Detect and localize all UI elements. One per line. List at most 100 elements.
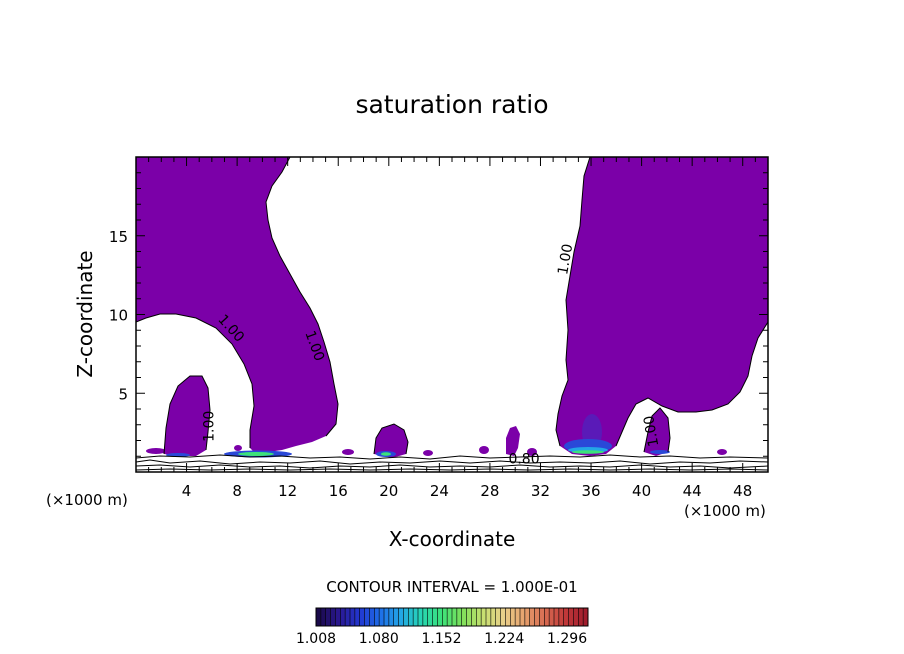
colorbar-swatch	[534, 608, 540, 626]
colorbar-swatch	[520, 608, 525, 626]
colorbar-swatch	[432, 608, 438, 626]
colorbar-swatch	[583, 608, 588, 626]
supersaturated-bubble-41km	[644, 408, 670, 456]
colorbar-swatch	[466, 608, 472, 626]
colorbar-swatch	[452, 608, 457, 626]
contour-label: 1.00	[555, 243, 576, 276]
colorbar-swatch	[350, 608, 355, 626]
y-tick-label: 15	[109, 228, 128, 246]
colorbar-swatch	[558, 608, 564, 626]
supersaturated-bubble-20km	[374, 424, 408, 458]
supersaturated-bubble-30km	[506, 426, 520, 456]
cloud-puff	[527, 448, 537, 456]
y-tick-label: 5	[118, 385, 128, 403]
contour-interval-text: CONTOUR INTERVAL = 1.000E-01	[326, 578, 577, 596]
colorbar-frame	[315, 607, 589, 627]
colorbar-swatch	[320, 608, 326, 626]
contour-line-1.00-bubble-41km	[643, 407, 671, 453]
colorbar-swatch	[461, 608, 467, 626]
colorbar-swatch	[515, 608, 520, 626]
x-tick-label: 32	[531, 482, 550, 500]
colorbar-swatch	[500, 608, 506, 626]
contour-line-boundary	[136, 459, 768, 465]
colorbar-swatch	[408, 608, 414, 626]
contour-line-1.00-left	[136, 157, 339, 448]
x-unit-label-left: (×1000 m)	[46, 491, 128, 509]
colorbar-swatch	[554, 608, 559, 626]
cloud-puff	[717, 449, 727, 455]
colorbar-swatch	[490, 608, 496, 626]
colorbar-swatch	[447, 608, 452, 626]
colorbar-swatch	[544, 608, 550, 626]
cloud-puff	[146, 448, 166, 454]
colorbar-swatch	[354, 608, 360, 626]
saturation-core	[650, 450, 670, 454]
colorbar-swatch	[505, 608, 511, 626]
x-tick-label: 8	[232, 482, 242, 500]
colorbar-swatch	[563, 608, 569, 626]
y-tick-label: 10	[109, 307, 128, 325]
plot-area: 1.00 1.001.001.001.000.80	[136, 157, 768, 471]
contour-line-1.00-right	[555, 157, 768, 447]
colorbar-swatch	[549, 608, 554, 626]
colorbar-swatch	[418, 608, 423, 626]
colorbar-swatch	[427, 608, 433, 626]
colorbar-swatch	[403, 608, 409, 626]
colorbar-swatch	[364, 608, 370, 626]
colorbar-swatch	[486, 608, 491, 626]
colorbar-swatch	[388, 608, 394, 626]
x-tick-label: 48	[733, 482, 752, 500]
y-axis: 5 10 15	[109, 172, 768, 457]
colorbar-swatch	[573, 608, 579, 626]
colorbar-swatch	[568, 608, 574, 626]
x-tick-label: 4	[182, 482, 192, 500]
colorbar-swatch	[325, 608, 331, 626]
colorbar-swatch	[524, 608, 530, 626]
colorbar-swatch	[539, 608, 545, 626]
contour-line-1.00-bubble-20km	[373, 423, 409, 455]
colorbar-tick-label: 1.296	[547, 631, 587, 647]
contour-label: 1.00	[201, 411, 217, 442]
colorbar-tick-label: 1.008	[296, 631, 336, 647]
supersaturated-region-left	[136, 157, 338, 454]
x-tick-label: 24	[430, 482, 449, 500]
colorbar-swatch	[369, 608, 375, 626]
contour-line-boundary	[136, 454, 768, 460]
colorbar-swatch	[529, 608, 535, 626]
colorbar-labels: 1.008 1.080 1.152 1.224 1.296	[296, 631, 587, 647]
saturation-core	[238, 452, 274, 456]
cloud-puff	[342, 449, 354, 455]
colorbar-swatch	[471, 608, 477, 626]
supersaturated-region-right	[556, 157, 768, 456]
colorbar-swatch	[481, 608, 486, 626]
colorbar-swatch	[398, 608, 404, 626]
y-axis-label: Z-coordinate	[73, 250, 97, 377]
colorbar-swatch	[510, 608, 516, 626]
x-tick-label: 28	[480, 482, 499, 500]
x-axis-label: X-coordinate	[389, 527, 516, 551]
colorbar-swatch	[335, 608, 341, 626]
colorbar-swatch	[374, 608, 380, 626]
colorbar-swatch	[578, 608, 584, 626]
x-tick-label: 20	[379, 482, 398, 500]
saturation-core	[572, 450, 604, 454]
colorbar-swatch	[340, 608, 346, 626]
cloud-puff	[423, 450, 433, 456]
contour-label: 0.80	[508, 451, 539, 467]
contour-line-0.80	[136, 464, 768, 469]
x-axis: 4 8 12 16 20 24 28 32 36 40 44 48	[148, 157, 756, 500]
colorbar-swatch	[359, 608, 365, 626]
x-tick-label: 44	[683, 482, 702, 500]
colorbar-swatch	[316, 608, 321, 626]
colorbar-swatch	[384, 608, 389, 626]
contour-line-1.00-bubble	[163, 375, 211, 455]
contour-labels: 1.00 1.001.001.001.000.80	[201, 243, 662, 468]
colorbar-swatch	[476, 608, 482, 626]
saturation-core	[381, 452, 391, 456]
contour-label: 1.00	[641, 414, 662, 447]
colorbar-swatch	[437, 608, 443, 626]
colorbar-tick-label: 1.224	[484, 631, 524, 647]
colorbar-swatch	[456, 608, 462, 626]
colorbar-swatch	[495, 608, 501, 626]
